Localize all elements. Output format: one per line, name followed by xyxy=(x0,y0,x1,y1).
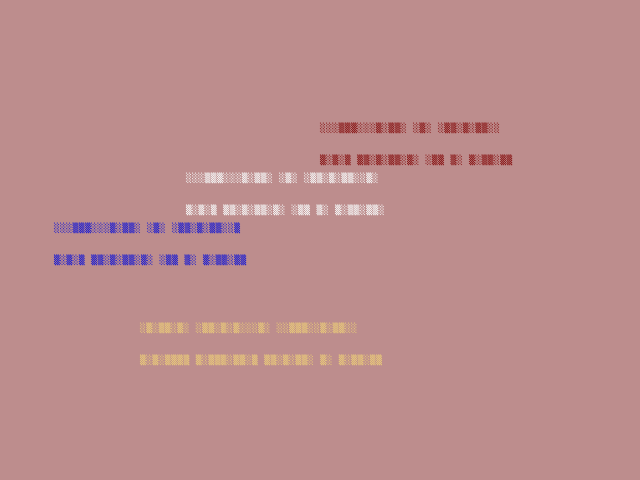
text-line: ░▒░▒▒░▒░ ░▒▒░▒░▒░░░▒░ ░░▒▒▒░░▒░▒▒░░ xyxy=(140,324,358,334)
text-block-dark-red: ░░░▒▒▒░░░▒░▒▒░ ░▒░ ░▒▒░▒░▒▒░░ ▒░▒░▒ ▒▒░▒… xyxy=(320,104,513,186)
text-line: ▒░▒░▒▒▒▒ ▒░▒▒▒░▒▒░▒ ▒▒░▒░▒▒░ ▒░ ▒░▒▒░▒▒ xyxy=(140,356,383,366)
text-block-white: ░░░▒▒▒░░░▒░▒▒░ ░▒░ ░▒▒░▒░▒▒░░▒░ ▒░▒░▒ ▒▒… xyxy=(186,154,385,236)
text-line: ▒░▒░▒ ▒▒░▒░▒▒░▒░ ░▒▒ ▒░ ▒░▒▒░▒▒░ xyxy=(186,206,385,216)
text-line: ▒░▒░▒ ▒▒░▒░▒▒░▒░ ░▒▒ ▒░ ▒░▒▒░▒▒ xyxy=(54,256,247,266)
text-line: ░░░▒▒▒░░░▒░▒▒░ ░▒░ ░▒▒░▒░▒▒░░▒ xyxy=(54,224,241,234)
text-block-blue: ░░░▒▒▒░░░▒░▒▒░ ░▒░ ░▒▒░▒░▒▒░░▒ ▒░▒░▒ ▒▒░… xyxy=(54,204,247,286)
text-line: ░░░▒▒▒░░░▒░▒▒░ ░▒░ ░▒▒░▒░▒▒░░ xyxy=(320,124,501,134)
text-block-gold: ░▒░▒▒░▒░ ░▒▒░▒░▒░░░▒░ ░░▒▒▒░░▒░▒▒░░ ▒░▒░… xyxy=(140,304,382,386)
text-line: ▒░▒░▒ ▒▒░▒░▒▒░▒░ ░▒▒ ▒░ ▒░▒▒░▒▒ xyxy=(320,156,513,166)
text-line: ░░░▒▒▒░░░▒░▒▒░ ░▒░ ░▒▒░▒░▒▒░░▒░ xyxy=(186,174,379,184)
